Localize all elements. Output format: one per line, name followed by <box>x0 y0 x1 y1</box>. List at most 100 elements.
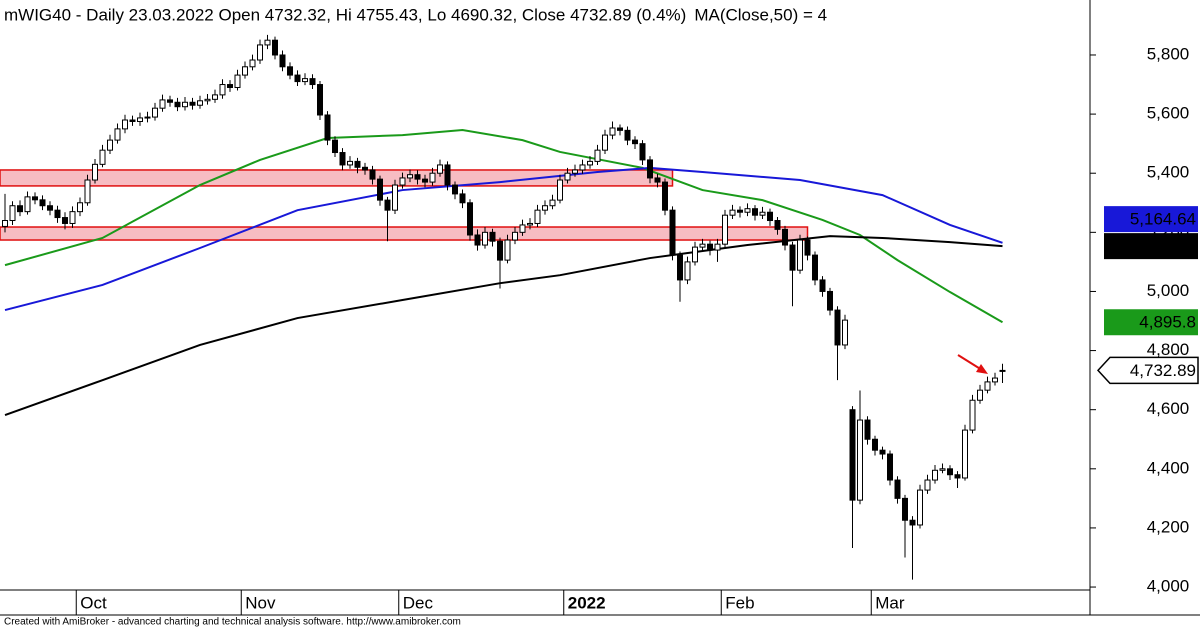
candle-body <box>159 99 166 109</box>
arrow <box>957 354 988 374</box>
price-tag-label: 4,895.8 <box>1139 313 1196 332</box>
candle-body <box>789 244 796 271</box>
candle-body <box>564 172 571 181</box>
candle-body <box>474 234 481 246</box>
candle-body <box>339 152 346 166</box>
candle-body <box>939 468 946 471</box>
candle-body <box>594 149 601 162</box>
candle-body <box>654 177 661 183</box>
candle-body <box>827 290 833 311</box>
candle-body <box>407 174 413 179</box>
candle-body <box>227 84 233 88</box>
candle-body <box>302 78 308 83</box>
y-tick-label: 4,000 <box>1147 577 1190 596</box>
candle-body <box>617 127 623 131</box>
candle-body <box>984 381 991 391</box>
candle-body <box>864 419 871 440</box>
candle-body <box>219 84 226 96</box>
candle-body <box>197 100 203 106</box>
candle-body <box>699 243 706 248</box>
candle-body <box>129 119 136 122</box>
candle-body <box>924 479 931 491</box>
candle-body <box>152 107 158 118</box>
candle-body <box>969 399 976 431</box>
candle-body <box>587 160 593 166</box>
candle-body <box>752 208 758 216</box>
candle-body <box>39 199 46 207</box>
candle-body <box>17 205 23 213</box>
x-tick-label: Oct <box>80 593 107 612</box>
candle-body <box>849 409 856 501</box>
candle-body <box>84 179 91 204</box>
candle-body <box>497 240 503 261</box>
candle-body <box>242 66 248 76</box>
candle-body <box>527 222 533 226</box>
candle-body <box>504 239 511 261</box>
candle-body <box>894 479 901 499</box>
candle-body <box>107 139 113 151</box>
candle-body <box>257 44 263 61</box>
candle-body <box>744 208 751 213</box>
candle-body <box>812 254 818 281</box>
candle-body <box>842 319 848 346</box>
candle-body <box>392 184 398 211</box>
zone <box>0 226 809 241</box>
candle-body <box>114 128 121 141</box>
candle-body <box>947 468 953 476</box>
candle-body <box>459 193 466 204</box>
candle-body <box>452 184 458 195</box>
candle-body <box>549 199 556 207</box>
ma-line <box>4 166 1003 312</box>
candle-body <box>2 220 8 227</box>
candle-body <box>174 101 181 108</box>
arrow-head <box>976 364 988 374</box>
candle-body <box>384 199 391 211</box>
price-tag <box>1104 309 1198 336</box>
candle-body <box>47 205 53 211</box>
x-tick-label: Mar <box>875 593 905 612</box>
y-tick-label: 5,000 <box>1147 281 1190 300</box>
candle-body <box>182 101 188 108</box>
candle-body <box>332 139 338 154</box>
candle-body <box>602 134 608 151</box>
candle-body <box>722 214 728 245</box>
candle-body <box>137 117 143 122</box>
candle-body <box>782 228 788 246</box>
candle-body <box>324 114 331 141</box>
candle-body <box>684 261 691 281</box>
ma-line <box>4 129 1003 324</box>
candle-body <box>714 243 721 251</box>
candle-body <box>962 429 968 479</box>
candle-body <box>347 160 353 166</box>
candle-body <box>69 211 76 224</box>
x-tick-label: Dec <box>403 593 434 612</box>
candle-body <box>234 74 241 88</box>
y-tick-label: 5,800 <box>1147 44 1190 63</box>
price-tag <box>1096 356 1199 385</box>
footer: Created with AmiBroker - advanced charti… <box>4 617 461 628</box>
ma-line <box>4 235 1003 416</box>
candles <box>2 34 1006 580</box>
x-tick-label: Feb <box>725 593 754 612</box>
candle-body <box>879 449 886 455</box>
candle-body <box>467 202 473 236</box>
candle-body <box>999 369 1006 372</box>
candle-body <box>557 179 563 201</box>
candle-body <box>669 209 676 256</box>
y-tick-label: 4,200 <box>1147 517 1190 536</box>
y-tick-label: 4,400 <box>1147 458 1190 477</box>
candle-body <box>662 181 668 211</box>
candle-body <box>579 164 586 171</box>
candle-body <box>377 178 383 201</box>
candle-body <box>834 309 841 346</box>
x-tick-label: Nov <box>245 593 276 612</box>
candle-body <box>534 209 541 224</box>
candle-body <box>512 231 518 241</box>
candle-body <box>632 139 638 145</box>
candle-body <box>692 246 698 263</box>
arrow-shaft <box>957 354 983 371</box>
price-tag <box>1104 206 1198 233</box>
candle-body <box>24 196 31 213</box>
